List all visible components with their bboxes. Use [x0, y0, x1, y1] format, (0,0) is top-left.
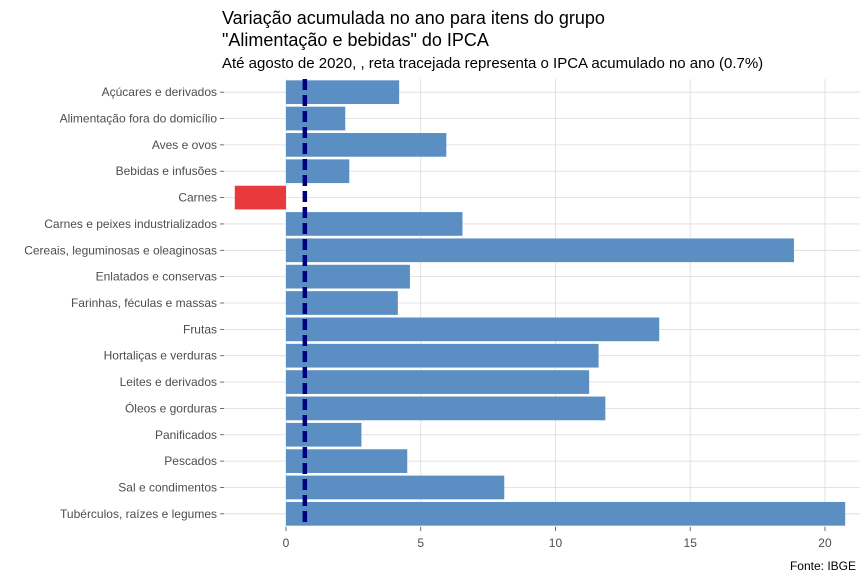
x-tick-label: 15	[684, 536, 698, 550]
category-label: Enlatados e conservas	[96, 270, 217, 284]
category-label: Cereais, leguminosas e oleaginosas	[24, 243, 217, 257]
bar	[285, 449, 408, 473]
bar	[285, 317, 660, 342]
category-label: Bebidas e infusões	[116, 164, 217, 178]
bar	[285, 159, 350, 184]
bar	[285, 106, 346, 131]
bar	[285, 238, 794, 263]
category-label: Frutas	[183, 322, 217, 336]
category-label: Pescados	[164, 454, 217, 468]
bar	[285, 501, 846, 526]
plot-area: Açúcares e derivados Alimentação fora do …	[24, 79, 860, 550]
category-label: Aves e ovos	[152, 138, 217, 152]
bar	[285, 370, 590, 394]
bar	[285, 396, 606, 421]
x-tick-label: 5	[417, 536, 424, 550]
bar	[285, 80, 400, 105]
category-label: Carnes	[178, 191, 217, 205]
chart-caption: Fonte: IBGE	[790, 559, 856, 573]
chart-subtitle: Até agosto de 2020, , reta tracejada rep…	[222, 55, 763, 72]
bar	[285, 475, 505, 500]
category-label: Tubérculos, raízes e legumes	[60, 507, 217, 521]
bar	[285, 291, 398, 315]
category-label: Carnes e peixes industrializados	[44, 217, 217, 231]
category-label: Óleos e gorduras	[125, 400, 217, 415]
category-label: Sal e condimentos	[118, 480, 217, 494]
bar	[285, 133, 447, 157]
bar	[285, 264, 410, 289]
bar	[285, 343, 599, 368]
x-tick-label: 0	[283, 536, 290, 550]
x-tick-label: 10	[549, 536, 563, 550]
chart-title-line1: Variação acumulada no ano para itens do …	[222, 8, 605, 28]
category-label: Açúcares e derivados	[102, 85, 217, 99]
bar	[285, 422, 362, 447]
bar	[234, 185, 286, 210]
category-label: Panificados	[155, 428, 217, 442]
x-tick-label: 20	[818, 536, 832, 550]
category-label: Leites e derivados	[120, 375, 217, 389]
bar	[285, 212, 463, 236]
category-label: Alimentação fora do domicílio	[60, 112, 218, 126]
chart-title-line2: "Alimentação e bebidas" do IPCA	[222, 30, 489, 50]
category-label: Hortaliças e verduras	[104, 349, 217, 363]
category-label: Farinhas, féculas e massas	[71, 296, 217, 310]
